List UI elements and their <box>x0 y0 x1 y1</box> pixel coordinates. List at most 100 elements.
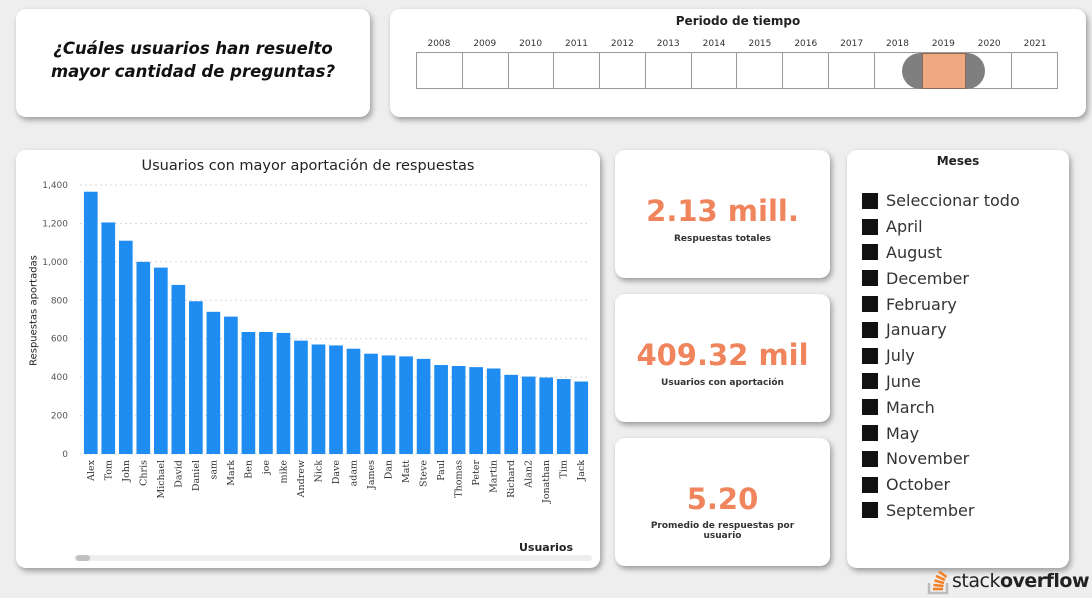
bar[interactable] <box>206 311 221 454</box>
year-cell[interactable] <box>463 53 509 88</box>
year-cell[interactable] <box>966 53 1013 88</box>
checkbox-icon[interactable] <box>862 450 878 467</box>
year-label: 2010 <box>519 39 543 49</box>
year-label: 2019 <box>931 39 955 49</box>
months-list: Seleccionar todo April August December Febru… <box>862 188 1020 523</box>
year-cell[interactable] <box>692 53 738 88</box>
bar[interactable] <box>83 191 98 454</box>
month-item[interactable]: June <box>862 369 1020 395</box>
bar[interactable] <box>434 365 448 454</box>
checkbox-icon[interactable] <box>862 476 878 493</box>
month-item[interactable]: Seleccionar todo <box>862 188 1020 214</box>
checkbox-icon[interactable] <box>862 270 878 287</box>
bar[interactable] <box>521 376 536 454</box>
month-item[interactable]: May <box>862 420 1020 446</box>
year-label: 2013 <box>656 39 680 49</box>
bar[interactable] <box>136 261 151 454</box>
x-tick-label: Chris <box>138 460 149 486</box>
month-item[interactable]: January <box>862 317 1020 343</box>
bar[interactable] <box>294 340 308 454</box>
month-label: July <box>886 346 915 366</box>
checkbox-icon[interactable] <box>862 399 878 416</box>
x-tick-label: John <box>121 460 132 483</box>
bar[interactable] <box>399 356 413 454</box>
bar[interactable] <box>486 368 501 454</box>
x-tick-label: Jack <box>576 460 587 482</box>
month-item[interactable]: October <box>862 472 1020 498</box>
bar-chart: 0 200 400 600 800 1,000 1,200 1,400 Alex Tom John C… <box>42 181 590 504</box>
bar[interactable] <box>539 377 554 454</box>
y-tick-label: 1,200 <box>42 219 68 229</box>
bar[interactable] <box>241 331 256 454</box>
checkbox-icon[interactable] <box>862 218 878 235</box>
bar[interactable] <box>556 379 571 454</box>
year-cell[interactable] <box>509 53 555 88</box>
month-item[interactable]: March <box>862 394 1020 420</box>
x-tick-label: Andrew <box>296 460 307 498</box>
bar[interactable] <box>189 301 203 454</box>
x-tick-label: sam <box>208 460 219 480</box>
bar[interactable] <box>416 358 431 454</box>
range-slider-selection[interactable] <box>922 53 966 89</box>
months-slicer: Meses Seleccionar todo April August Decembe… <box>847 150 1069 568</box>
kpi-value: 409.32 mil <box>636 338 809 372</box>
bar[interactable] <box>259 331 273 454</box>
month-item[interactable]: August <box>862 240 1020 266</box>
year-cell[interactable] <box>829 53 875 88</box>
y-tick-label: 1,400 <box>42 181 68 191</box>
year-cell[interactable] <box>1012 53 1057 88</box>
chart-scrollbar-thumb[interactable] <box>76 555 90 561</box>
x-tick-label: adam <box>349 460 360 486</box>
month-item[interactable]: February <box>862 291 1020 317</box>
bar[interactable] <box>469 367 483 454</box>
bar[interactable] <box>346 348 361 454</box>
bar[interactable] <box>329 345 343 454</box>
bar[interactable] <box>153 267 168 454</box>
y-tick-label: 400 <box>51 373 68 383</box>
kpi-total-answers: 2.13 mill. Respuestas totales <box>615 150 830 278</box>
bar[interactable] <box>574 381 589 454</box>
checkbox-icon[interactable] <box>862 244 878 261</box>
x-tick-label: Thomas <box>454 460 465 498</box>
bar[interactable] <box>364 353 378 454</box>
x-tick-label: David <box>173 460 184 488</box>
checkbox-icon[interactable] <box>862 373 878 390</box>
bar[interactable] <box>276 332 291 454</box>
bar[interactable] <box>171 284 186 454</box>
month-label: August <box>886 242 942 262</box>
checkbox-icon[interactable] <box>862 296 878 313</box>
month-label: Seleccionar todo <box>886 191 1020 211</box>
kpi-average-answers: 5.20 Promedio de respuestas por usuario <box>615 438 830 566</box>
month-item[interactable]: December <box>862 265 1020 291</box>
checkbox-icon[interactable] <box>862 192 878 209</box>
month-item[interactable]: April <box>862 214 1020 240</box>
x-tick-label: Tom <box>103 460 114 480</box>
year-cell[interactable] <box>737 53 784 88</box>
year-cell[interactable] <box>646 53 692 88</box>
bar[interactable] <box>381 355 396 454</box>
checkbox-icon[interactable] <box>862 347 878 364</box>
month-item[interactable]: July <box>862 343 1020 369</box>
checkbox-icon[interactable] <box>862 425 878 442</box>
bar[interactable] <box>504 374 519 454</box>
chart-scrollbar[interactable] <box>74 555 592 561</box>
bar[interactable] <box>311 344 326 454</box>
bar[interactable] <box>224 316 238 454</box>
year-label: 2018 <box>886 39 909 49</box>
year-cell[interactable] <box>554 53 601 88</box>
year-cell[interactable] <box>600 53 646 88</box>
question-text: ¿Cuáles usuarios han resuelto mayor cant… <box>50 39 336 81</box>
year-cell[interactable] <box>783 53 830 88</box>
bar[interactable] <box>118 240 133 454</box>
chart-title: Usuarios con mayor aportación de respues… <box>141 158 475 174</box>
month-item[interactable]: November <box>862 446 1020 472</box>
checkbox-icon[interactable] <box>862 321 878 338</box>
x-tick-label: Ben <box>243 460 254 479</box>
x-tick-label: Jonathan <box>541 460 552 504</box>
bar[interactable] <box>451 365 466 454</box>
year-label: 2008 <box>427 39 451 49</box>
month-item[interactable]: September <box>862 498 1020 524</box>
bar[interactable] <box>101 222 116 454</box>
year-cell[interactable] <box>417 53 463 88</box>
checkbox-icon[interactable] <box>862 502 878 519</box>
